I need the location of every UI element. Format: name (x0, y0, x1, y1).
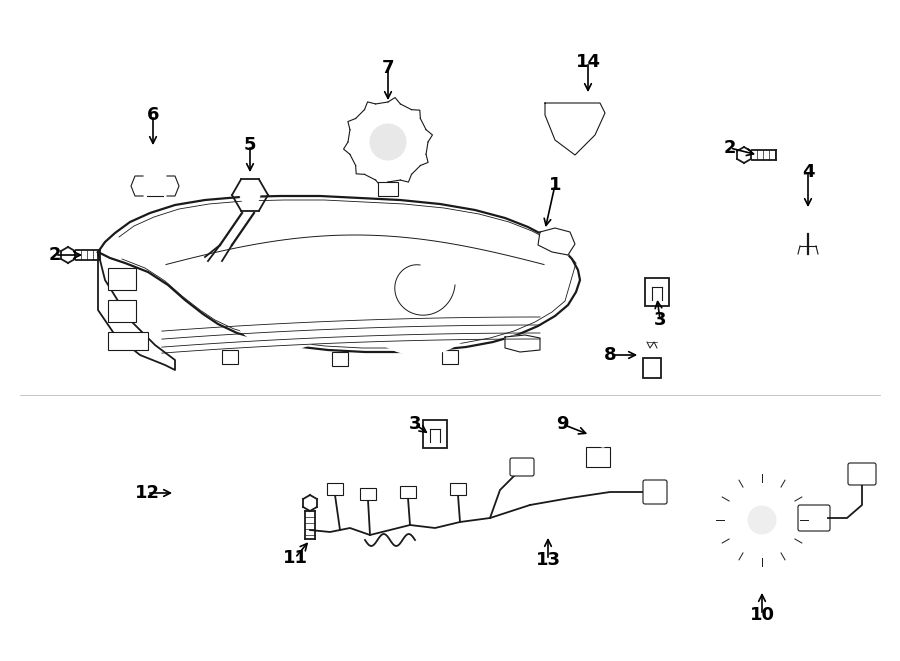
Text: 2: 2 (49, 246, 61, 264)
FancyBboxPatch shape (643, 358, 661, 378)
Circle shape (609, 422, 619, 432)
Circle shape (186, 476, 214, 504)
Polygon shape (545, 103, 605, 155)
Circle shape (565, 130, 575, 140)
Circle shape (580, 432, 590, 442)
Circle shape (586, 415, 610, 439)
FancyBboxPatch shape (442, 350, 458, 364)
Circle shape (178, 468, 222, 512)
Text: 9: 9 (556, 415, 568, 433)
Polygon shape (538, 228, 575, 255)
FancyBboxPatch shape (108, 300, 136, 322)
FancyBboxPatch shape (510, 458, 534, 476)
Polygon shape (98, 252, 175, 370)
Circle shape (598, 437, 608, 447)
Circle shape (370, 124, 406, 160)
Text: 11: 11 (283, 549, 308, 567)
Circle shape (147, 160, 163, 176)
FancyBboxPatch shape (378, 182, 398, 196)
FancyBboxPatch shape (423, 420, 447, 448)
Circle shape (241, 246, 329, 334)
FancyBboxPatch shape (222, 350, 238, 364)
Text: 2: 2 (724, 139, 736, 157)
Circle shape (734, 492, 790, 548)
Text: 3: 3 (409, 415, 421, 433)
Text: 12: 12 (134, 484, 159, 502)
Circle shape (240, 185, 260, 205)
Circle shape (748, 506, 776, 534)
Circle shape (350, 215, 490, 355)
FancyBboxPatch shape (798, 505, 830, 531)
Circle shape (268, 268, 312, 312)
FancyBboxPatch shape (848, 463, 876, 485)
FancyBboxPatch shape (586, 447, 610, 467)
Text: 13: 13 (536, 551, 561, 569)
Circle shape (553, 236, 561, 244)
Circle shape (578, 407, 618, 447)
Text: 7: 7 (382, 59, 394, 77)
Circle shape (794, 206, 822, 234)
Circle shape (598, 407, 608, 417)
FancyBboxPatch shape (400, 486, 416, 498)
FancyBboxPatch shape (108, 268, 136, 290)
Text: 1: 1 (549, 176, 562, 194)
Circle shape (225, 230, 345, 350)
Text: 4: 4 (802, 163, 814, 181)
Circle shape (800, 212, 816, 228)
Circle shape (634, 322, 670, 358)
Circle shape (580, 412, 590, 422)
FancyBboxPatch shape (643, 480, 667, 504)
Circle shape (141, 154, 169, 182)
FancyBboxPatch shape (360, 488, 376, 500)
Text: 6: 6 (147, 106, 159, 124)
Circle shape (360, 114, 416, 170)
Polygon shape (98, 196, 580, 352)
Text: 5: 5 (244, 136, 256, 154)
Text: 3: 3 (653, 311, 666, 329)
Text: 10: 10 (750, 606, 775, 624)
FancyBboxPatch shape (327, 483, 343, 495)
Text: 14: 14 (575, 53, 600, 71)
FancyBboxPatch shape (645, 278, 669, 306)
Text: 8: 8 (604, 346, 617, 364)
Polygon shape (505, 335, 540, 352)
FancyBboxPatch shape (450, 483, 466, 495)
Circle shape (720, 478, 804, 562)
FancyBboxPatch shape (108, 332, 148, 350)
Circle shape (582, 108, 592, 118)
FancyBboxPatch shape (332, 352, 348, 366)
